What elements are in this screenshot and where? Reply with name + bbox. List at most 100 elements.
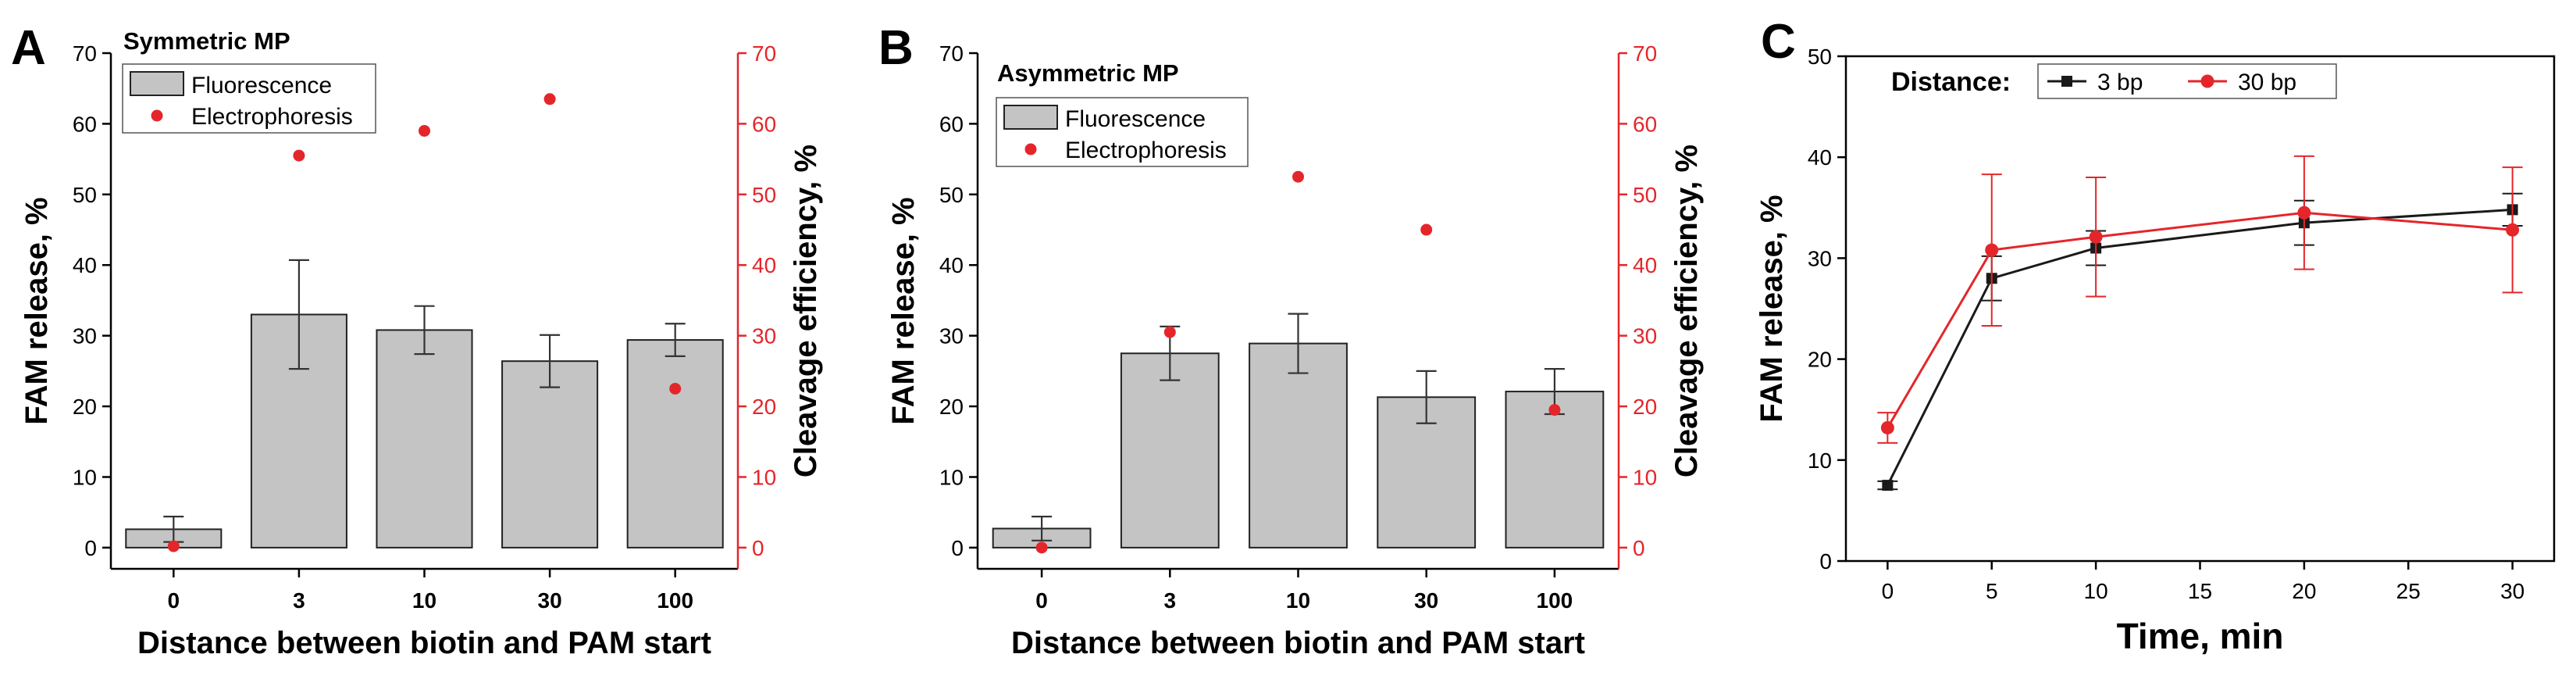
error-bar xyxy=(414,305,435,356)
y-right-axis-title: Cleavage efficiency, % xyxy=(1669,145,1704,477)
error-bar xyxy=(664,323,686,357)
y-tick-label: 0 xyxy=(1819,549,1832,574)
bar xyxy=(626,339,724,549)
y-tick-label: 30 xyxy=(939,324,964,348)
legend-swatch-marker xyxy=(2200,74,2214,88)
x-tick-label: 0 xyxy=(1882,579,1894,603)
x-axis-title: Distance between biotin and PAM start xyxy=(1011,626,1585,660)
legend: Fluorescence Electrophoresis xyxy=(996,97,1249,167)
y-tick-label: 0 xyxy=(951,536,964,560)
panel-letter: B xyxy=(878,21,914,75)
bar xyxy=(376,329,473,549)
x-category-label: 100 xyxy=(657,588,693,613)
error-bar xyxy=(540,334,561,388)
y-right-tick-label: 20 xyxy=(752,395,776,419)
y-right-tick-label: 10 xyxy=(752,465,776,489)
series-line xyxy=(1887,208,2513,486)
electrophoresis-point xyxy=(1163,326,1176,338)
panel-title: Asymmetric MP xyxy=(997,59,1179,87)
x-category-label: 30 xyxy=(1414,588,1438,613)
data-point xyxy=(2297,205,2311,220)
electrophoresis-point xyxy=(1035,541,1048,554)
bar xyxy=(1120,352,1220,549)
data-point xyxy=(2506,223,2520,237)
legend-label: Electrophoresis xyxy=(191,104,353,130)
electrophoresis-point xyxy=(543,93,556,105)
y-right-tick-label: 60 xyxy=(1633,112,1657,136)
y-tick-label: 70 xyxy=(73,41,97,66)
electrophoresis-point xyxy=(419,124,430,137)
y-tick-label: 30 xyxy=(73,324,97,348)
y-tick-label: 50 xyxy=(73,183,97,207)
panel-title: Symmetric MP xyxy=(123,27,290,55)
x-tick-label: 10 xyxy=(2084,579,2108,603)
x-tick-label: 20 xyxy=(2292,579,2316,603)
legend-label: Fluorescence xyxy=(191,73,332,98)
error-bar xyxy=(1031,515,1053,541)
electrophoresis-point xyxy=(167,540,180,552)
x-category-label: 10 xyxy=(1286,588,1310,613)
data-point xyxy=(2089,230,2103,244)
legend-label: Electrophoresis xyxy=(1065,138,1227,163)
x-axis-title: Distance between biotin and PAM start xyxy=(137,626,711,660)
y-right-tick-label: 10 xyxy=(1633,465,1657,489)
y-tick-label: 0 xyxy=(84,536,97,560)
y-tick-label: 60 xyxy=(73,112,97,136)
plot-frame xyxy=(1844,55,2556,563)
legend-swatch-marker xyxy=(2061,76,2072,87)
error-bar xyxy=(1288,313,1309,374)
panel-letter: C xyxy=(1761,15,1796,69)
legend-swatch-electrophoresis xyxy=(1024,143,1037,155)
y-tick-label: 50 xyxy=(1808,45,1832,69)
y-right-tick-label: 30 xyxy=(752,324,776,348)
panel-letter: A xyxy=(11,21,46,75)
legend-title: Distance: xyxy=(1891,67,2011,97)
y-right-tick-label: 60 xyxy=(752,112,776,136)
y-right-tick-label: 70 xyxy=(1633,41,1657,66)
electrophoresis-point xyxy=(1548,404,1561,416)
y-tick-label: 20 xyxy=(1808,348,1832,372)
error-bar xyxy=(1416,370,1437,424)
bar xyxy=(501,360,599,549)
y-right-tick-label: 40 xyxy=(1633,253,1657,277)
legend-swatch-electrophoresis xyxy=(151,109,163,122)
x-tick-label: 5 xyxy=(1986,579,1998,603)
y-right-tick-label: 0 xyxy=(1633,536,1645,560)
y-right-tick-label: 70 xyxy=(752,41,776,66)
error-bar xyxy=(288,259,309,370)
bar xyxy=(1505,391,1605,549)
x-category-label: 3 xyxy=(293,588,305,613)
y-right-tick-label: 40 xyxy=(752,253,776,277)
y-tick-label: 40 xyxy=(73,253,97,277)
y-right-tick-label: 20 xyxy=(1633,395,1657,419)
legend-box xyxy=(2037,63,2337,99)
series-line xyxy=(1887,211,2513,429)
y-tick-label: 20 xyxy=(73,395,97,419)
x-category-label: 0 xyxy=(168,588,180,613)
x-tick-label: 25 xyxy=(2396,579,2421,603)
y-tick-label: 30 xyxy=(1808,246,1832,270)
electrophoresis-point xyxy=(1420,223,1433,236)
legend-swatch-fluorescence xyxy=(130,71,184,96)
y-right-axis-title: Cleavage efficiency, % xyxy=(789,145,823,477)
y-axis-title: FAM release, % xyxy=(1755,195,1789,422)
panel-c: 0 5 10 15 20 25 30 0 10 20 30 40 50 Time, min FAM rele… xyxy=(1755,15,2556,656)
series-30-bp xyxy=(1877,155,2523,444)
y-tick-label: 10 xyxy=(939,465,964,489)
data-point xyxy=(1985,243,1999,257)
x-category-label: 0 xyxy=(1035,588,1048,613)
legend-label: 3 bp xyxy=(2097,70,2143,95)
y-tick-label: 10 xyxy=(73,465,97,489)
series-3-bp xyxy=(1877,192,2523,491)
y-axis-title: FAM release, % xyxy=(886,197,921,424)
electrophoresis-point xyxy=(669,382,682,395)
y-right-tick-label: 0 xyxy=(752,536,764,560)
panel-a: 0 10 20 30 40 50 60 70 0 10 20 30 40 50 60 70 0 3 10 30 100 D… xyxy=(11,21,823,660)
y-right-tick-label: 50 xyxy=(752,183,776,207)
electrophoresis-point xyxy=(1292,170,1304,183)
data-point xyxy=(1882,480,1894,491)
legend: Fluorescence Electrophoresis xyxy=(122,63,376,134)
legend-swatch-fluorescence xyxy=(1003,105,1058,130)
legend: Distance: 3 bp 30 bp xyxy=(1891,63,2337,99)
